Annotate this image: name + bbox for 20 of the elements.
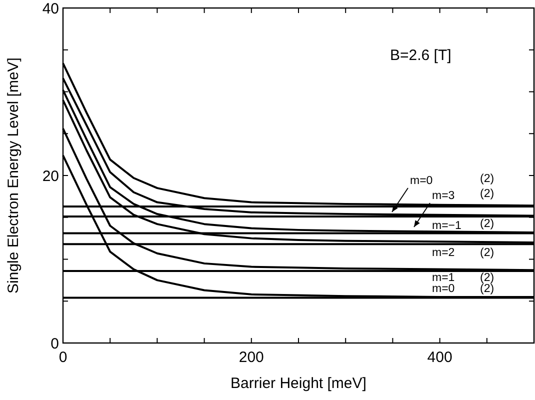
annotation: m=1	[432, 272, 455, 284]
annotation: B=2.6 [T]	[390, 47, 452, 64]
annotation: (2)	[480, 283, 494, 295]
y-axis-title: Single Electron Energy Level [meV]	[5, 58, 22, 294]
annotation: m=3	[432, 190, 455, 202]
y-tick-label: 20	[42, 168, 59, 185]
annotation: (2)	[480, 247, 494, 259]
annotation: m=−1	[432, 220, 462, 232]
annotation: m=2	[432, 247, 455, 259]
x-axis-title: Barrier Height [meV]	[230, 375, 366, 392]
annotation: (2)	[480, 218, 494, 230]
annotation: (2)	[480, 272, 494, 284]
x-tick-label: 400	[427, 349, 452, 366]
annotation: (2)	[480, 188, 494, 200]
y-tick-label: 0	[50, 335, 59, 352]
annotation: m=0	[432, 283, 455, 295]
y-tick-label: 40	[42, 0, 59, 18]
annotation: (2)	[480, 173, 494, 185]
x-tick-label: 200	[238, 349, 264, 366]
annotation: m=0	[410, 175, 433, 187]
